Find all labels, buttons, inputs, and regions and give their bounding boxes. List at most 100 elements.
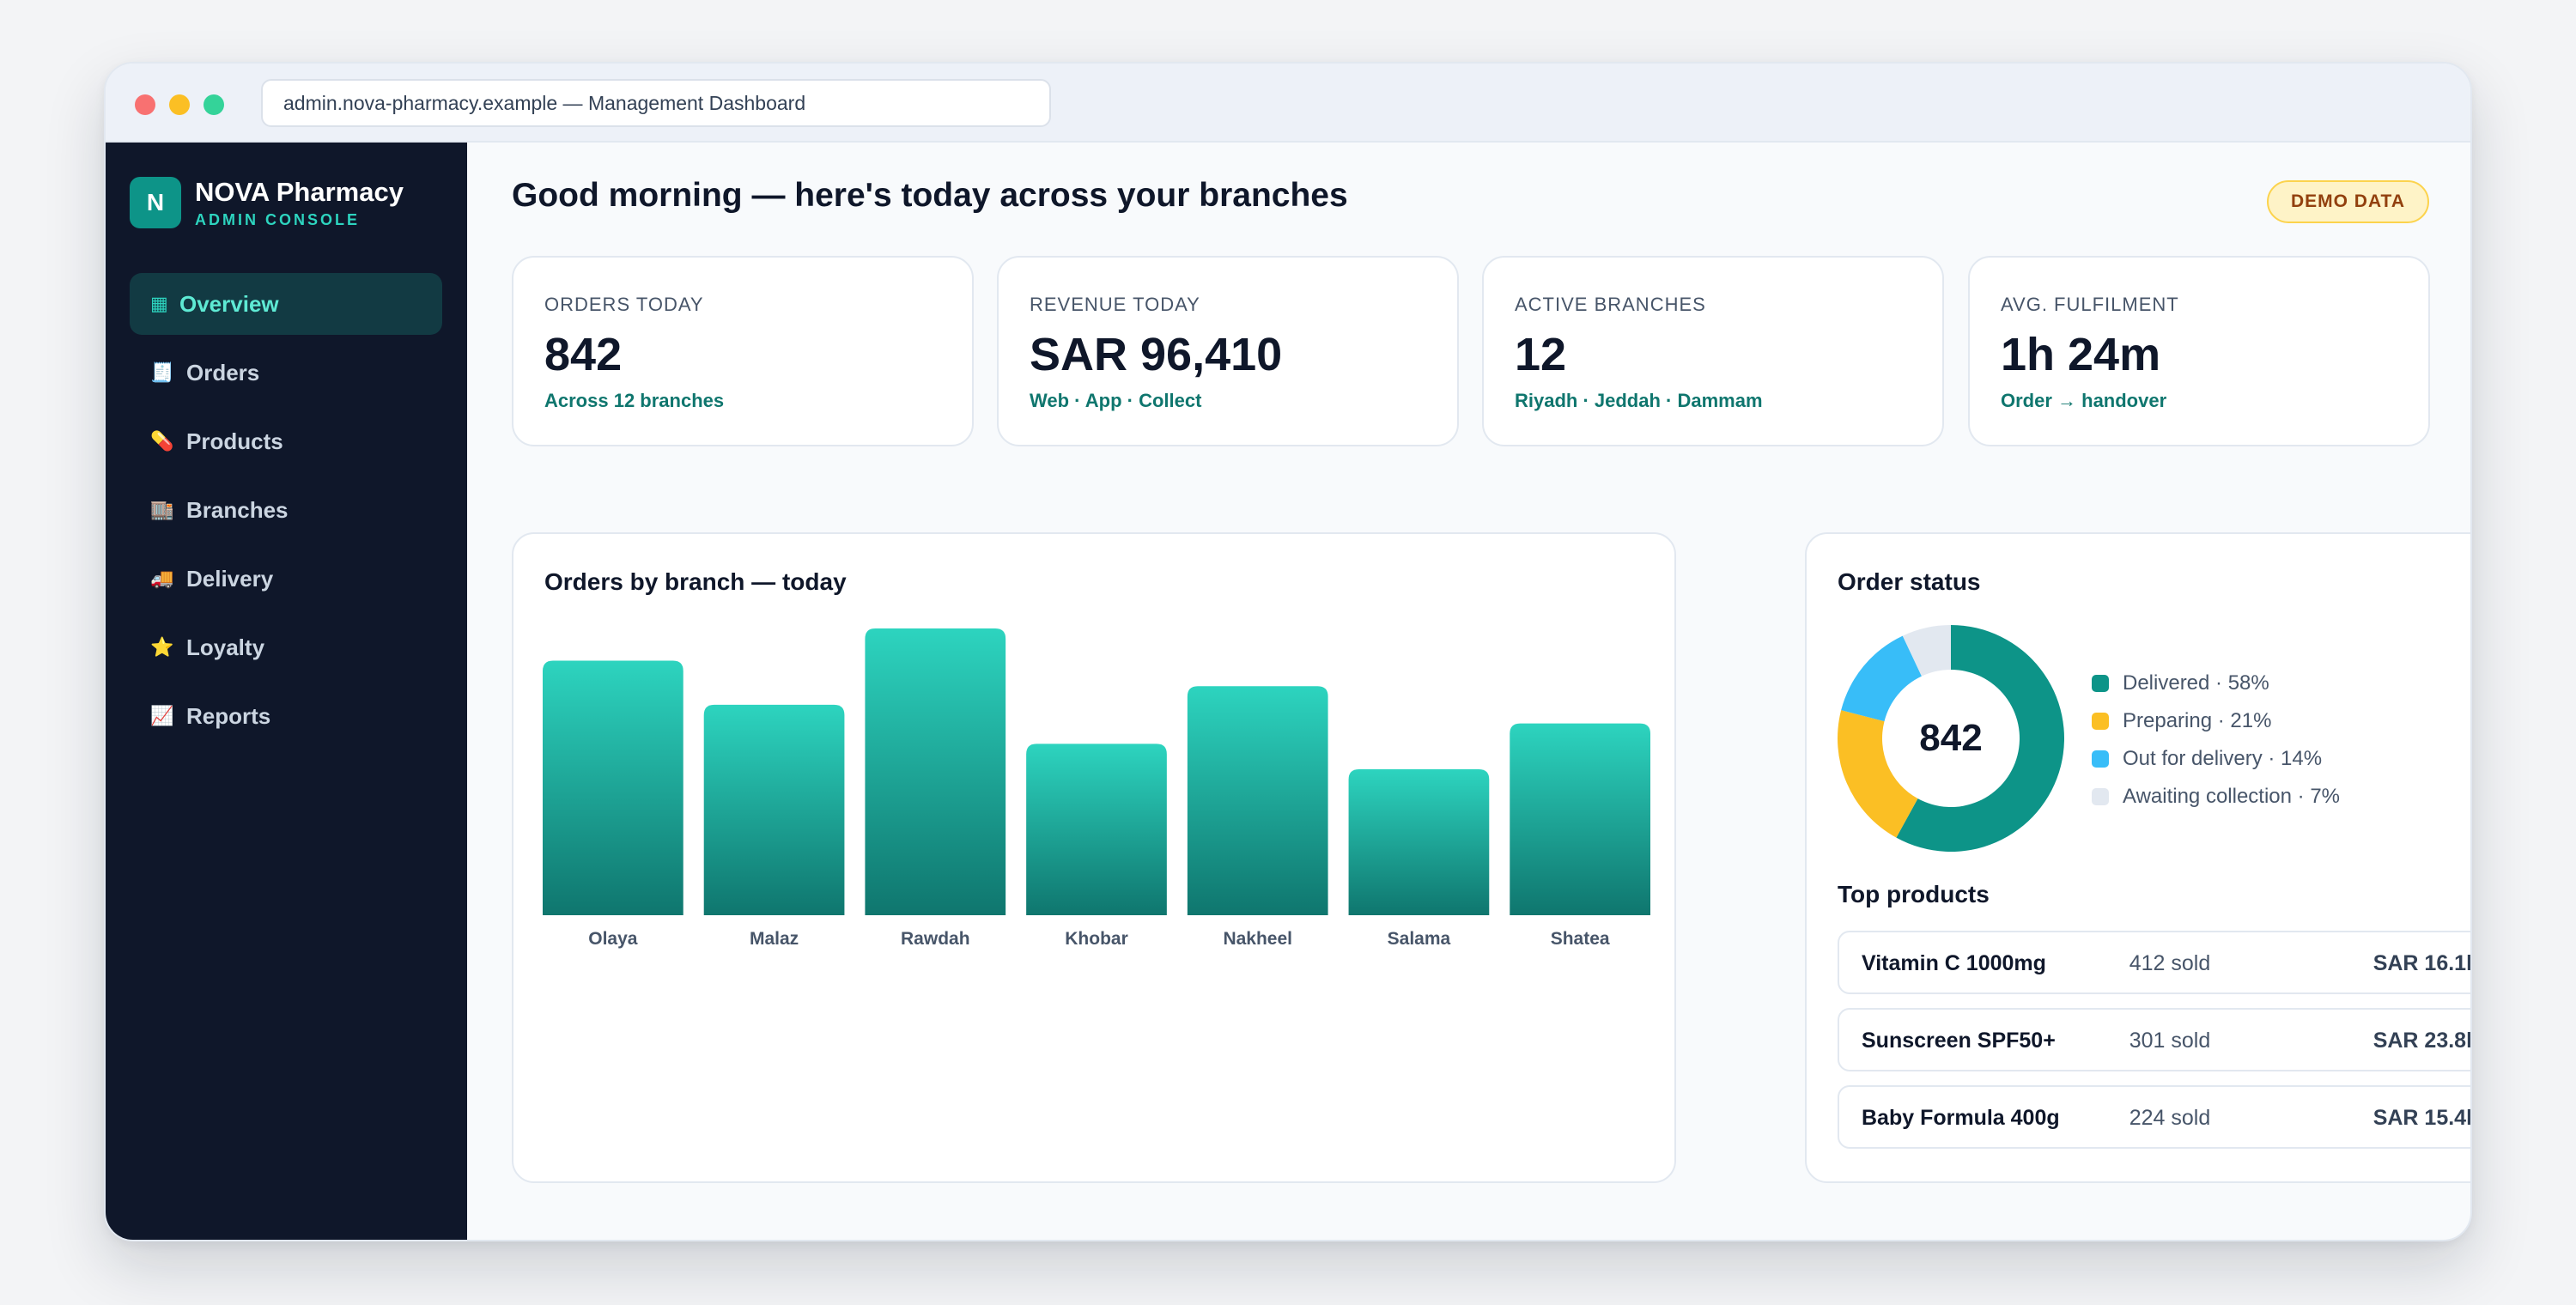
legend-label: Delivered · 58% (2123, 671, 2269, 695)
chart-title: Orders by branch — today (544, 568, 847, 595)
sidebar-item-label: Products (186, 428, 283, 454)
kpi-label: REVENUE TODAY (1030, 294, 1200, 315)
bar-salama[interactable] (1348, 769, 1490, 915)
product-name: Baby Formula 400g (1862, 1106, 2060, 1130)
donut-slice[interactable] (1838, 710, 1918, 838)
product-sold: 301 sold (2129, 1029, 2211, 1053)
donut-slice[interactable] (1902, 625, 1951, 677)
sidebar-item-label: Branches (186, 496, 289, 523)
pill-icon: 💊 (150, 430, 174, 452)
product-row[interactable]: 301 sold Sunscreen SPF50+ SAR 23.8k (1838, 1008, 2472, 1071)
star-icon: ⭐ (150, 636, 174, 658)
bar-rawdah[interactable] (865, 628, 1006, 915)
donut-total: 842 (1919, 717, 1983, 759)
x-tick-label: Salama (1388, 929, 1451, 949)
product-row[interactable]: 412 sold Vitamin C 1000mg SAR 16.1k (1838, 931, 2472, 994)
bar-khobar[interactable] (1026, 744, 1167, 915)
sidebar-item-overview[interactable]: ▦ Overview (130, 273, 442, 335)
x-tick-label: Olaya (588, 929, 638, 949)
grid-icon: ▦ (150, 293, 168, 314)
top-products-title: Top products (1838, 881, 1990, 907)
address-bar[interactable]: admin.nova-pharmacy.example — Management… (261, 79, 1051, 127)
kpi-label: ORDERS TODAY (544, 294, 704, 315)
order-status-panel: Order status 842 Delivered · 58% Prepari… (1805, 532, 2472, 1183)
product-sold: 224 sold (2129, 1106, 2211, 1130)
kpi-subtext: Order → handover (2001, 390, 2167, 411)
sidebar-item-branches[interactable]: 🏬 Branches (130, 479, 442, 541)
legend-label: Out for delivery · 14% (2123, 747, 2323, 770)
sidebar-item-label: Orders (186, 359, 260, 385)
kpi-card-revenue: REVENUE TODAY SAR 96,410 Web · App · Col… (997, 256, 1459, 446)
sidebar-item-label: Overview (179, 290, 279, 317)
sidebar-item-label: Reports (186, 702, 271, 729)
page-title: Good morning — here's today across your … (512, 177, 1348, 214)
product-name: Vitamin C 1000mg (1862, 951, 2046, 975)
main-content: Good morning — here's today across your … (467, 143, 2472, 1240)
kpi-subtext: Web · App · Collect (1030, 390, 1202, 411)
order-status-legend: Delivered · 58% Preparing · 21% Out for … (2092, 665, 2340, 816)
legend-swatch (2092, 788, 2109, 805)
legend-swatch (2092, 713, 2109, 730)
browser-window: admin.nova-pharmacy.example — Management… (104, 62, 2472, 1241)
legend-item: Out for delivery · 14% (2092, 740, 2340, 778)
receipt-icon: 🧾 (150, 361, 174, 383)
bar-nakheel[interactable] (1187, 686, 1328, 915)
kpi-subtext: Riyadh · Jeddah · Dammam (1515, 390, 1763, 411)
kpi-label: AVG. FULFILMENT (2001, 294, 2179, 315)
product-revenue: SAR 23.8k (2372, 1029, 2472, 1053)
kpi-label: ACTIVE BRANCHES (1515, 294, 1706, 315)
x-tick-label: Nakheel (1223, 929, 1292, 949)
x-tick-label: Malaz (750, 929, 799, 949)
legend-label: Awaiting collection · 7% (2123, 785, 2341, 808)
product-revenue: SAR 15.4k (2372, 1106, 2472, 1130)
kpi-card-fulfilment: AVG. FULFILMENT 1h 24m Order → handover (1968, 256, 2430, 446)
product-revenue: SAR 16.1k (2372, 951, 2472, 975)
sidebar-item-label: Delivery (186, 565, 274, 592)
kpi-value: 12 (1515, 329, 1567, 380)
legend-label: Preparing · 21% (2123, 709, 2272, 732)
maximize-window-button[interactable] (204, 94, 224, 115)
sidebar-item-label: Loyalty (186, 634, 265, 660)
sidebar: N NOVA Pharmacy ADMIN CONSOLE ▦ Overview… (106, 143, 467, 1240)
donut-slice[interactable] (1841, 635, 1922, 722)
kpi-value: SAR 96,410 (1030, 329, 1283, 380)
demo-data-badge: DEMO DATA (2266, 180, 2429, 223)
donut-chart (1838, 625, 2064, 852)
kpi-value: 1h 24m (2001, 329, 2161, 380)
kpi-subtext: Across 12 branches (544, 390, 725, 411)
sidebar-item-loyalty[interactable]: ⭐ Loyalty (130, 616, 442, 678)
title-bar: admin.nova-pharmacy.example — Management… (106, 64, 2470, 143)
chart-icon: 📈 (150, 705, 174, 726)
product-row[interactable]: 224 sold Baby Formula 400g SAR 15.4k (1838, 1085, 2472, 1149)
building-icon: 🏬 (150, 499, 174, 520)
orders-by-branch-panel: Orders by branch — today Olaya Malaz Rawda… (512, 532, 1676, 1183)
sidebar-nav: ▦ Overview 🧾 Orders 💊 Products 🏬 Branche… (130, 273, 442, 754)
bar-malaz[interactable] (703, 704, 845, 915)
brand-name: NOVA Pharmacy (195, 177, 404, 207)
legend-item: Awaiting collection · 7% (2092, 778, 2340, 816)
legend-swatch (2092, 675, 2109, 692)
bar-shatea[interactable] (1510, 723, 1650, 915)
x-tick-label: Shatea (1551, 929, 1610, 949)
kpi-card-branches: ACTIVE BRANCHES 12 Riyadh · Jeddah · Dam… (1482, 256, 1944, 446)
x-tick-label: Rawdah (901, 929, 970, 949)
x-tick-label: Khobar (1065, 929, 1128, 949)
sidebar-item-delivery[interactable]: 🚚 Delivery (130, 548, 442, 610)
bar-olaya[interactable] (543, 660, 683, 915)
sidebar-item-products[interactable]: 💊 Products (130, 410, 442, 472)
order-status-title: Order status (1838, 568, 1981, 595)
truck-icon: 🚚 (150, 568, 174, 589)
donut-slice[interactable] (1896, 625, 2064, 852)
close-window-button[interactable] (135, 94, 155, 115)
minimize-window-button[interactable] (169, 94, 190, 115)
kpi-value: 842 (544, 329, 623, 380)
legend-swatch (2092, 750, 2109, 768)
brand-logo: N (130, 177, 181, 228)
legend-item: Delivered · 58% (2092, 665, 2340, 702)
product-sold: 412 sold (2129, 951, 2211, 975)
sidebar-item-reports[interactable]: 📈 Reports (130, 685, 442, 747)
product-name: Sunscreen SPF50+ (1862, 1029, 2056, 1053)
kpi-card-orders: ORDERS TODAY 842 Across 12 branches (512, 256, 974, 446)
sidebar-item-orders[interactable]: 🧾 Orders (130, 342, 442, 404)
brand-subtitle: ADMIN CONSOLE (195, 211, 360, 228)
